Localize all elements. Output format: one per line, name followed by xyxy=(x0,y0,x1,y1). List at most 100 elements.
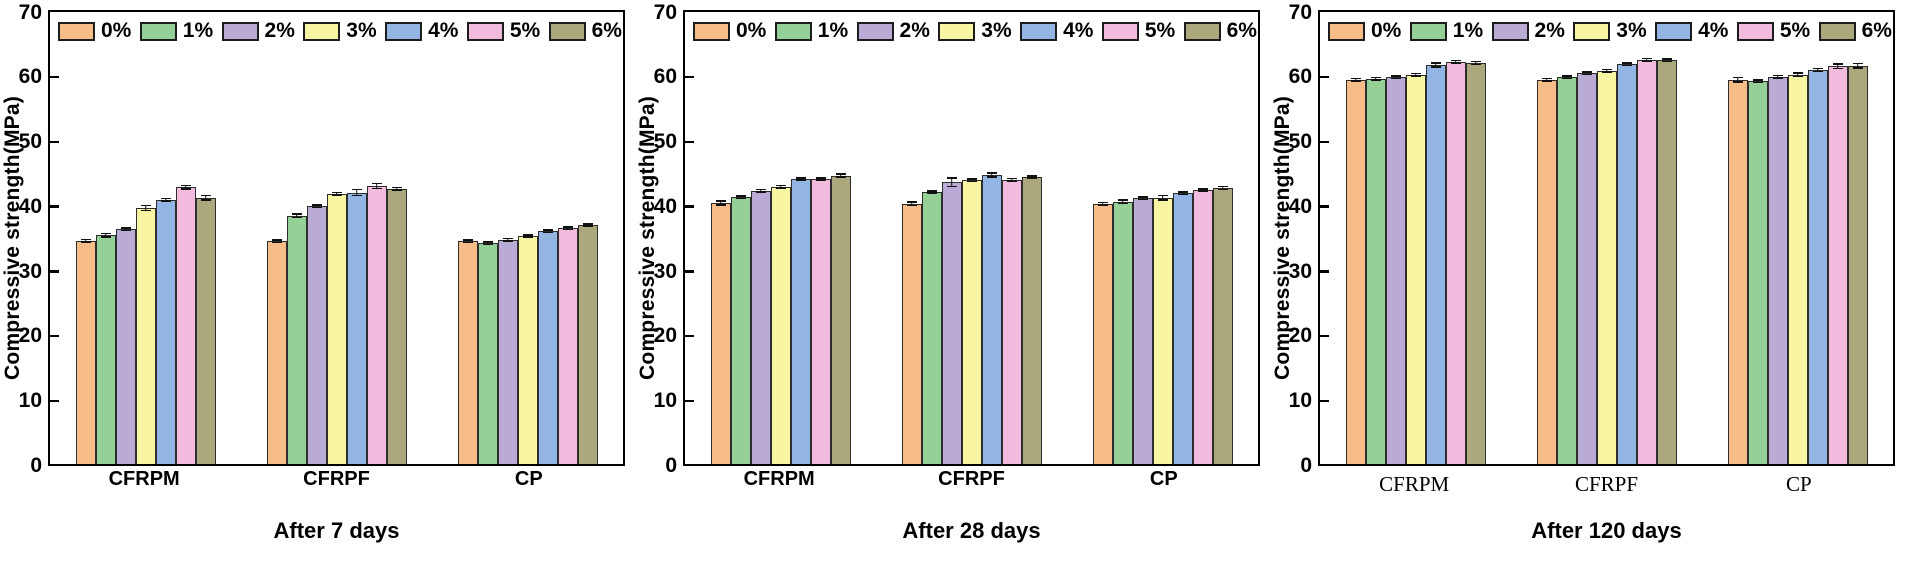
error-bar-stem xyxy=(144,204,147,212)
error-bar xyxy=(906,200,917,207)
legend-label: 1% xyxy=(1452,19,1484,42)
error-bar xyxy=(462,239,473,244)
error-bar-stem xyxy=(1645,57,1648,62)
error-bar xyxy=(835,173,846,178)
legend-swatch xyxy=(548,21,586,41)
legend-label: 3% xyxy=(346,19,377,42)
bar-cfrpf-3pct xyxy=(1596,68,1617,464)
y-tick-mark xyxy=(685,334,694,338)
legend-label: 3% xyxy=(981,19,1012,42)
bar-cp-1pct xyxy=(1747,79,1768,464)
bar-cfrpf-2pct xyxy=(1576,71,1597,464)
bar-cfrpf-4pct xyxy=(1616,62,1637,464)
bar-cp-3pct xyxy=(1152,194,1173,464)
error-bar-stem xyxy=(104,232,107,238)
legend-label: 6% xyxy=(1861,19,1892,42)
bar-cfrpm-5pct xyxy=(175,184,196,464)
bar-cfrpf-0pct xyxy=(1536,77,1557,464)
error-bar-stem xyxy=(1545,77,1548,82)
bar-cp-0pct xyxy=(457,239,478,464)
legend-label: 5% xyxy=(1779,19,1811,42)
y-tick-mark xyxy=(1320,270,1329,273)
error-bar xyxy=(522,233,533,238)
error-bar xyxy=(1390,75,1401,80)
legend-swatch xyxy=(693,21,730,41)
error-bar xyxy=(582,222,593,227)
bar-cp-5pct xyxy=(557,226,578,464)
legend-item-2pct: 2% xyxy=(1491,19,1565,43)
legend-swatch xyxy=(774,21,812,41)
error-bar xyxy=(1621,62,1632,67)
bar-cfrpm-2pct xyxy=(1385,75,1406,464)
legend-swatch xyxy=(1736,21,1774,41)
y-tick-label: 50 xyxy=(18,130,42,154)
bar-cfrpm-3pct xyxy=(770,184,791,464)
bar-cfrpf-3pct xyxy=(326,191,347,464)
legend-label: 1% xyxy=(817,19,849,42)
error-bar-stem xyxy=(1354,77,1357,82)
bar-cp-0pct xyxy=(1092,201,1113,464)
y-tick-mark xyxy=(685,75,694,79)
chart-title: After 7 days xyxy=(273,518,400,543)
legend-swatch xyxy=(1573,21,1611,41)
error-bar xyxy=(815,176,826,181)
bar-group-cp xyxy=(1092,12,1233,464)
error-bar xyxy=(1752,79,1763,84)
bar-cfrpf-3pct xyxy=(961,178,982,464)
category-label-cfrpf: CFRPF xyxy=(938,468,1005,490)
error-bar-stem xyxy=(1796,72,1799,78)
bar-cp-1pct xyxy=(1112,199,1133,464)
error-bar-stem xyxy=(164,197,167,202)
error-bar-stem xyxy=(1605,68,1608,73)
legend-swatch xyxy=(1491,21,1529,41)
y-tick-mark xyxy=(685,399,694,403)
y-tick-label: 10 xyxy=(653,389,677,413)
y-tick-mark xyxy=(50,205,59,208)
bar-cfrpm-3pct xyxy=(135,204,156,464)
error-bar xyxy=(1137,196,1148,201)
error-bar xyxy=(1450,59,1461,64)
legend-item-4pct: 4% xyxy=(1655,19,1728,43)
category-label-cfrpm: CFRPM xyxy=(1379,472,1450,496)
bar-cfrpm-3pct xyxy=(1405,72,1426,464)
error-bar-stem xyxy=(1836,62,1839,70)
legend-swatch xyxy=(1183,21,1221,41)
legend-item-6pct: 6% xyxy=(1818,19,1892,43)
bar-group-cp xyxy=(457,12,598,464)
error-bar-stem xyxy=(506,237,509,242)
y-tick-mark xyxy=(50,399,59,403)
bar-cfrpm-2pct xyxy=(115,227,136,464)
y-tick-label: 40 xyxy=(1288,194,1312,218)
legend-swatch xyxy=(1020,21,1058,41)
bar-cp-2pct xyxy=(1132,196,1153,464)
error-bar xyxy=(1812,67,1823,73)
bar-group-cfrpf xyxy=(1536,12,1677,464)
y-tick-mark xyxy=(1320,334,1329,338)
bar-cp-4pct xyxy=(1807,67,1828,464)
bar-cfrpf-0pct xyxy=(266,239,287,464)
bar-cp-6pct xyxy=(577,222,598,464)
bar-cfrpf-6pct xyxy=(1656,58,1677,464)
y-tick-label: 0 xyxy=(665,454,677,477)
y-tick-label: 50 xyxy=(653,130,677,154)
bar-chart-after-28-days: Compressive strength(MPa) 0% 1% 2% 3% 4% 5% 6%… xyxy=(635,0,1270,564)
error-bar-stem xyxy=(1625,62,1628,67)
error-bar xyxy=(1350,77,1361,82)
error-bar xyxy=(1097,201,1108,206)
error-bar xyxy=(1581,71,1592,76)
error-bar xyxy=(502,237,513,242)
plot-area: 0% 1% 2% 3% 4% 5% 6% xyxy=(1318,10,1895,466)
y-tick-label: 60 xyxy=(653,65,677,89)
bar-cfrpm-6pct xyxy=(195,194,216,464)
legend-label: 6% xyxy=(1226,19,1257,42)
legend-swatch xyxy=(1655,21,1693,41)
category-label-cp: CP xyxy=(1785,472,1812,496)
bar-cp-5pct xyxy=(1192,187,1213,464)
bar-cp-3pct xyxy=(1787,72,1808,464)
error-bar-stem xyxy=(84,238,87,243)
y-tick-label: 60 xyxy=(1288,65,1312,89)
error-bar xyxy=(986,172,997,178)
legend-item-6pct: 6% xyxy=(548,19,622,43)
legend-item-5pct: 5% xyxy=(1736,19,1811,43)
y-tick-label: 0 xyxy=(30,454,42,477)
